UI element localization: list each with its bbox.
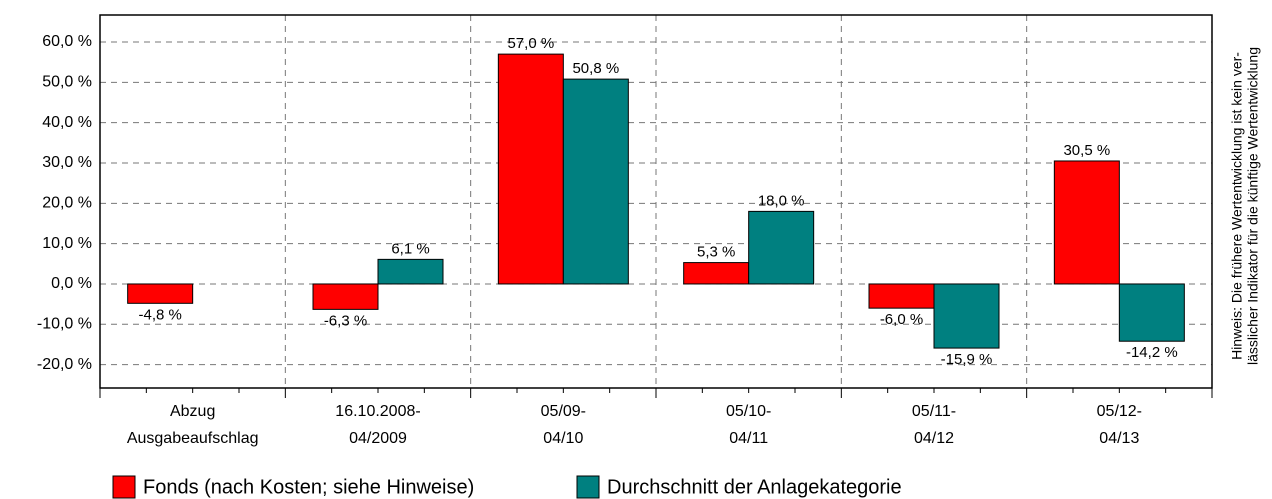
bar (377, 258, 444, 285)
x-tick-label: 04/12 (914, 430, 954, 447)
legend-label: Fonds (nach Kosten; siehe Hinweise) (143, 476, 474, 498)
value-label: 5,3 % (697, 244, 735, 261)
y-tick-label: 50,0 % (42, 74, 92, 91)
value-label: 50,8 % (572, 60, 619, 77)
x-tick-label: Ausgabeaufschlag (127, 430, 259, 447)
bar (933, 283, 1000, 349)
bar (868, 283, 935, 309)
x-tick-label: 05/11- (912, 403, 956, 420)
x-tick-label: 05/09- (541, 403, 586, 420)
y-tick-label: 20,0 % (42, 195, 92, 212)
value-label: -4,8 % (138, 306, 181, 323)
bar (127, 283, 194, 304)
value-label: -6,3 % (324, 312, 367, 329)
x-tick-label: Abzug (170, 403, 215, 420)
bar (497, 53, 564, 285)
y-tick-label: 40,0 % (42, 114, 92, 131)
legend-swatch (576, 475, 600, 499)
y-tick-label: -20,0 % (37, 356, 92, 373)
value-label: 30,5 % (1063, 142, 1110, 159)
x-tick-label: 16.10.2008- (335, 403, 420, 420)
y-tick-label: -10,0 % (37, 316, 92, 333)
note-line: lässlicher Indikator für die künftige We… (1245, 47, 1261, 365)
bar (562, 78, 629, 285)
bar (1053, 160, 1120, 285)
y-tick-label: 0,0 % (51, 275, 92, 292)
x-tick-label: 04/2009 (349, 430, 407, 447)
value-label: 6,1 % (391, 240, 429, 257)
x-tick-label: 04/13 (1099, 430, 1139, 447)
value-label: -6,0 % (880, 311, 923, 328)
bar (1118, 283, 1185, 342)
legend-label: Durchschnitt der Anlagekategorie (607, 476, 902, 498)
bar (683, 262, 750, 285)
value-label: -14,2 % (1126, 344, 1178, 361)
x-tick-label: 04/10 (543, 430, 583, 447)
value-label: 57,0 % (507, 35, 554, 52)
value-label: -15,9 % (941, 351, 993, 368)
y-tick-label: 10,0 % (42, 235, 92, 252)
bar (748, 210, 815, 285)
x-tick-label: 05/10- (726, 403, 771, 420)
note-line: Hinweis: Die frühere Wertentwicklung ist… (1229, 52, 1245, 360)
legend-swatch (112, 475, 136, 499)
plot-frame (99, 14, 1213, 389)
value-label: 18,0 % (758, 192, 805, 209)
y-tick-label: 30,0 % (42, 154, 92, 171)
bar (312, 283, 379, 310)
x-tick-label: 04/11 (729, 430, 768, 447)
y-tick-label: 60,0 % (42, 33, 92, 50)
x-tick-label: 05/12- (1097, 403, 1142, 420)
